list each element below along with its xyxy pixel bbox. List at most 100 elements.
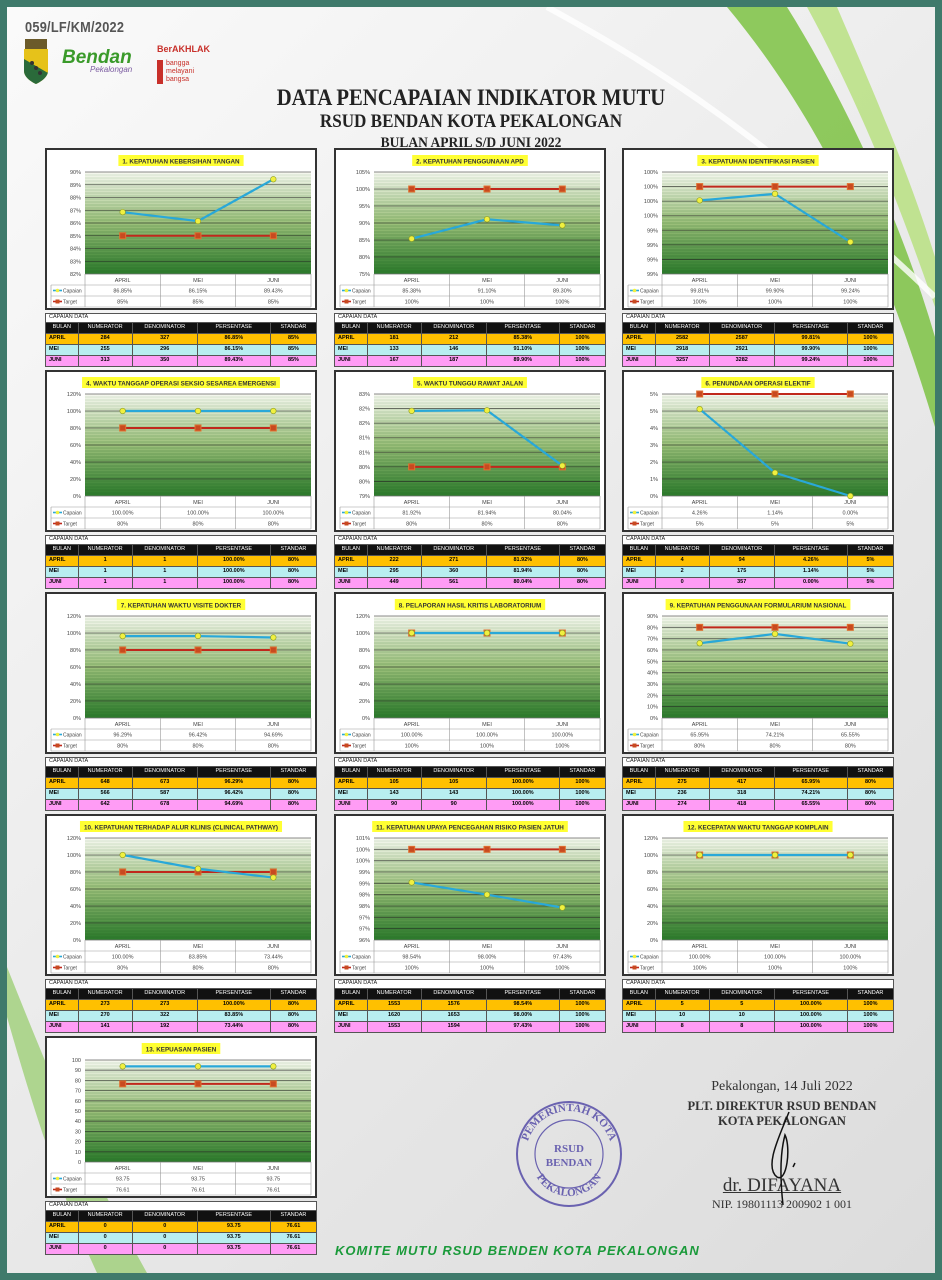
- chart-title-highlight: [413, 377, 527, 388]
- legend-target-marker: [55, 299, 60, 304]
- indicator-panel: 13. KEPUASAN PASIEN 0 10 20 30 40 50 60 70 80 90 10…: [45, 1036, 318, 1255]
- data-value-label: 94.69%: [264, 733, 283, 739]
- indicator-chart: 13. KEPUASAN PASIEN 0 10 20 30 40 50 60 70 80 90 10…: [45, 1036, 317, 1198]
- indicator-panel: 12. KECEPATAN WAKTU TANGGAP KOMPLAIN 0% 20…: [622, 814, 895, 1033]
- y-tick-label: 60%: [647, 887, 658, 893]
- table-cell: APRIL: [622, 777, 656, 789]
- column-header: PERSENTASE: [485, 322, 560, 334]
- table-cell: 80%: [269, 555, 318, 567]
- document-code: 059/LF/KM/2022: [25, 19, 125, 36]
- table-cell: 80%: [269, 1021, 318, 1033]
- column-header: NUMERATOR: [77, 1210, 133, 1222]
- indicator-chart: 11. KEPATUHAN UPAYA PENCEGAHAN RISIKO PA…: [334, 814, 606, 976]
- table-cell: 141: [77, 1021, 133, 1033]
- legend-target-label: Target: [640, 966, 655, 972]
- capaian-point: [771, 630, 779, 637]
- table-cell: 100.00%: [773, 999, 848, 1011]
- y-tick-label: 80%: [359, 255, 370, 261]
- column-header: BULAN: [45, 766, 79, 778]
- table-row: MEI 1 1 100.00% 80%: [45, 566, 318, 578]
- column-header: PERSENTASE: [773, 544, 848, 556]
- data-value-label: 80%: [557, 522, 568, 528]
- chart-title-highlight: [683, 821, 833, 832]
- y-tick-label: 80%: [70, 648, 81, 654]
- data-value-label: 80%: [268, 522, 279, 528]
- table-row: MEI 2918 2921 99.90% 100%: [622, 344, 895, 356]
- data-value-label: 98.54%: [402, 955, 421, 961]
- table-cell: JUNI: [334, 799, 368, 811]
- y-tick-label: 80%: [647, 870, 658, 876]
- table-row: APRIL 284 327 86.85% 85%: [45, 333, 318, 345]
- column-header: NUMERATOR: [654, 766, 710, 778]
- chart-title-highlight: [697, 155, 819, 166]
- y-tick-label: 120%: [67, 836, 81, 842]
- y-tick-label: 80%: [647, 625, 658, 631]
- y-tick-label: 100%: [67, 631, 81, 637]
- chart-title: 9. KEPATUHAN PENGGUNAAN FORMULARIUM NASI…: [670, 603, 847, 610]
- data-value-label: 80%: [481, 522, 492, 528]
- table-cell: 181: [366, 333, 422, 345]
- stamp-center-text-2: BENDAN: [546, 1157, 593, 1169]
- data-value-label: 100.00%: [401, 733, 423, 739]
- x-category-label: JUNI: [267, 278, 280, 284]
- capaian-point: [270, 1063, 277, 1070]
- target-point: [269, 1080, 277, 1088]
- column-header: PERSENTASE: [773, 766, 848, 778]
- x-category-label: MEI: [193, 500, 203, 506]
- table-cell: 100%: [558, 355, 607, 367]
- chart-title-highlight: [141, 1043, 221, 1054]
- y-tick-label: 0%: [73, 938, 81, 944]
- column-header: BULAN: [622, 544, 656, 556]
- data-value-label: 100%: [693, 966, 707, 972]
- x-category-label: MEI: [482, 500, 492, 506]
- y-tick-label: 60%: [70, 665, 81, 671]
- legend-capaian-label: Capaian: [352, 733, 371, 739]
- capaian-data-table: CAPAIAN DATA BULAN NUMERATOR DENOMINATOR PER…: [622, 535, 895, 589]
- table-cell: 8: [654, 1021, 710, 1033]
- y-tick-label: 0%: [650, 938, 658, 944]
- x-category-label: JUNI: [556, 500, 569, 506]
- column-header: DENOMINATOR: [420, 544, 487, 556]
- table-cell: 270: [77, 1010, 133, 1022]
- x-category-label: MEI: [482, 278, 492, 284]
- legend-target-marker: [55, 743, 60, 748]
- svg-text:PEKALONGAN: PEKALONGAN: [534, 1172, 604, 1199]
- x-category-label: APRIL: [692, 722, 708, 728]
- target-point: [269, 646, 277, 654]
- table-cell: 100%: [558, 799, 607, 811]
- capaian-point: [696, 640, 703, 647]
- table-cell: 80%: [269, 999, 318, 1011]
- y-tick-label: 85%: [359, 238, 370, 244]
- table-cell: 418: [708, 799, 775, 811]
- column-header: BULAN: [45, 322, 79, 334]
- svg-text:PEMERINTAH KOTA: PEMERINTAH KOTA: [519, 1102, 618, 1143]
- y-tick-label: 100%: [644, 185, 658, 191]
- legend-capaian-marker: [632, 288, 637, 293]
- data-value-label: 100%: [768, 300, 782, 306]
- indicator-panel: 10. KEPATUHAN TERHADAP ALUR KLINIS (CLIN…: [45, 814, 318, 1033]
- table-cell: 81.94%: [485, 566, 560, 578]
- column-header: BULAN: [334, 988, 368, 1000]
- target-point: [269, 868, 277, 876]
- chart-svg: 5. WAKTU TUNGGU RAWAT JALAN 79% 80% 80% 81% 8…: [339, 377, 601, 530]
- target-point: [194, 232, 202, 240]
- column-header: PERSENTASE: [485, 544, 560, 556]
- x-category-label: JUNI: [556, 944, 569, 950]
- y-tick-label: 84%: [70, 247, 81, 253]
- x-category-label: JUNI: [844, 278, 857, 284]
- chart-title: 13. KEPUASAN PASIEN: [146, 1047, 217, 1054]
- table-cell: APRIL: [45, 1221, 79, 1233]
- y-tick-label: 30%: [647, 682, 658, 688]
- table-cell: 76.61: [269, 1221, 318, 1233]
- column-header: STANDAR: [269, 322, 318, 334]
- legend-target-marker: [632, 743, 637, 748]
- y-tick-label: 10: [75, 1150, 81, 1156]
- data-value-label: 100%: [768, 966, 782, 972]
- capaian-point: [771, 851, 779, 859]
- table-cell: 90: [366, 799, 422, 811]
- indicator-panel: 4. WAKTU TANGGAP OPERASI SEKSIO SESAREA …: [45, 370, 318, 589]
- table-cell: 76.61: [269, 1243, 318, 1255]
- data-value-label: 100%: [555, 744, 569, 750]
- x-category-label: JUNI: [844, 944, 857, 950]
- y-tick-label: 60%: [70, 887, 81, 893]
